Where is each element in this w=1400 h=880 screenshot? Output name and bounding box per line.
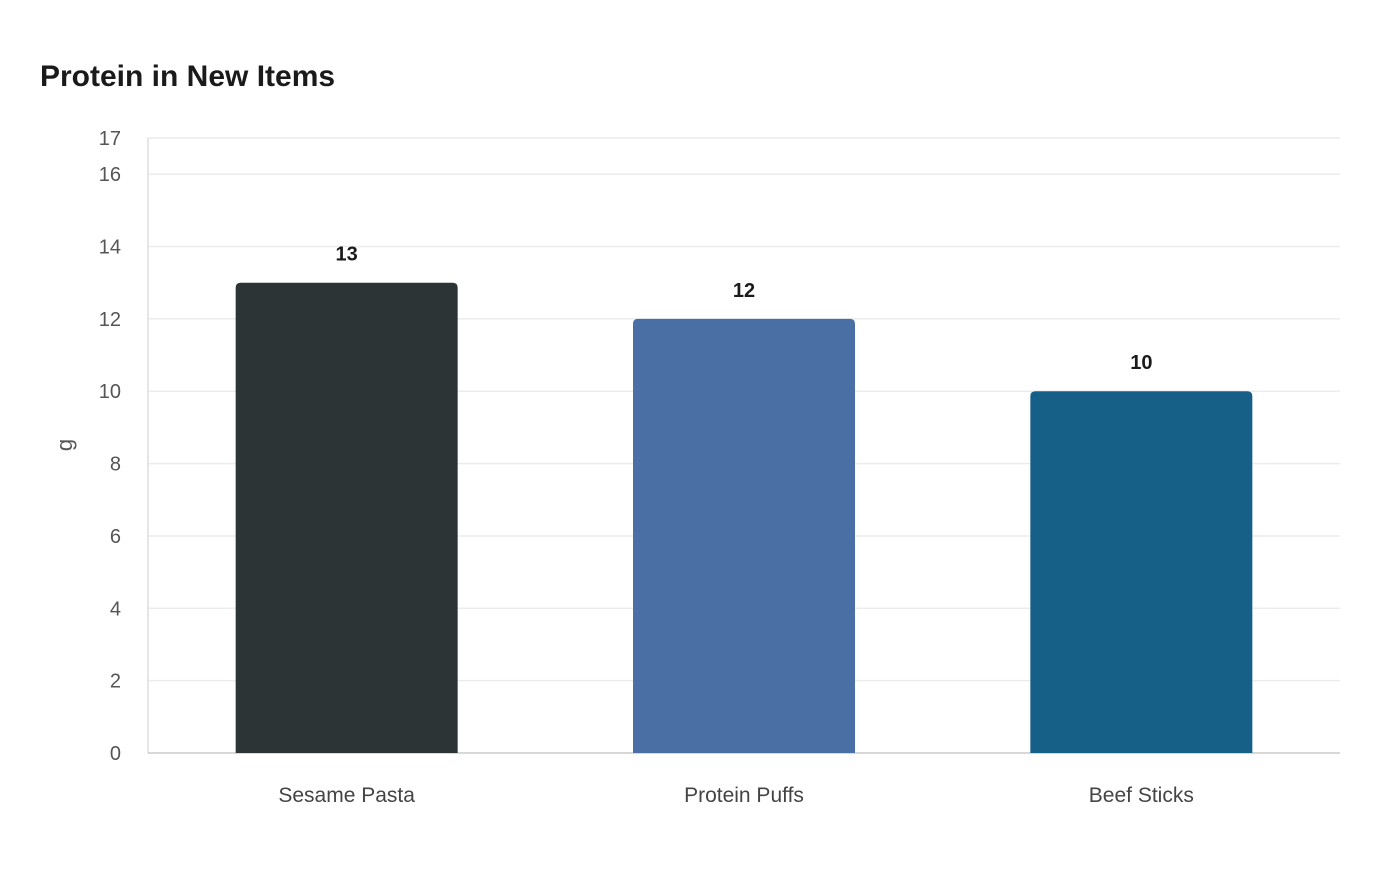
chart-title: Protein in New Items xyxy=(40,60,336,93)
x-tick-label: Beef Sticks xyxy=(1089,784,1194,807)
y-tick-label: 4 xyxy=(110,598,121,620)
y-tick-label: 14 xyxy=(99,237,121,259)
bar xyxy=(633,318,855,753)
bar-value-label: 12 xyxy=(733,280,755,302)
y-tick-label: 16 xyxy=(99,164,121,186)
x-tick-label: Sesame Pasta xyxy=(278,784,415,807)
labels: 0 2 4 6 8 10 12 14 16 17 13 Sesame Pasta 12 Protein P… xyxy=(99,128,1194,807)
y-tick-label: 17 xyxy=(99,128,121,150)
bar xyxy=(235,282,458,753)
bars xyxy=(235,282,1253,753)
y-tick-label: 10 xyxy=(99,381,121,403)
y-tick-label: 6 xyxy=(110,526,121,548)
y-tick-label: 12 xyxy=(99,309,121,331)
bar-value-label: 13 xyxy=(336,244,358,266)
bar-value-label: 10 xyxy=(1130,352,1152,374)
y-tick-label: 0 xyxy=(110,743,121,765)
bar xyxy=(1030,391,1253,753)
y-axis-label: g xyxy=(52,439,77,451)
y-tick-label: 8 xyxy=(110,454,121,476)
y-tick-label: 2 xyxy=(110,671,121,693)
x-tick-label: Protein Puffs xyxy=(684,784,804,807)
